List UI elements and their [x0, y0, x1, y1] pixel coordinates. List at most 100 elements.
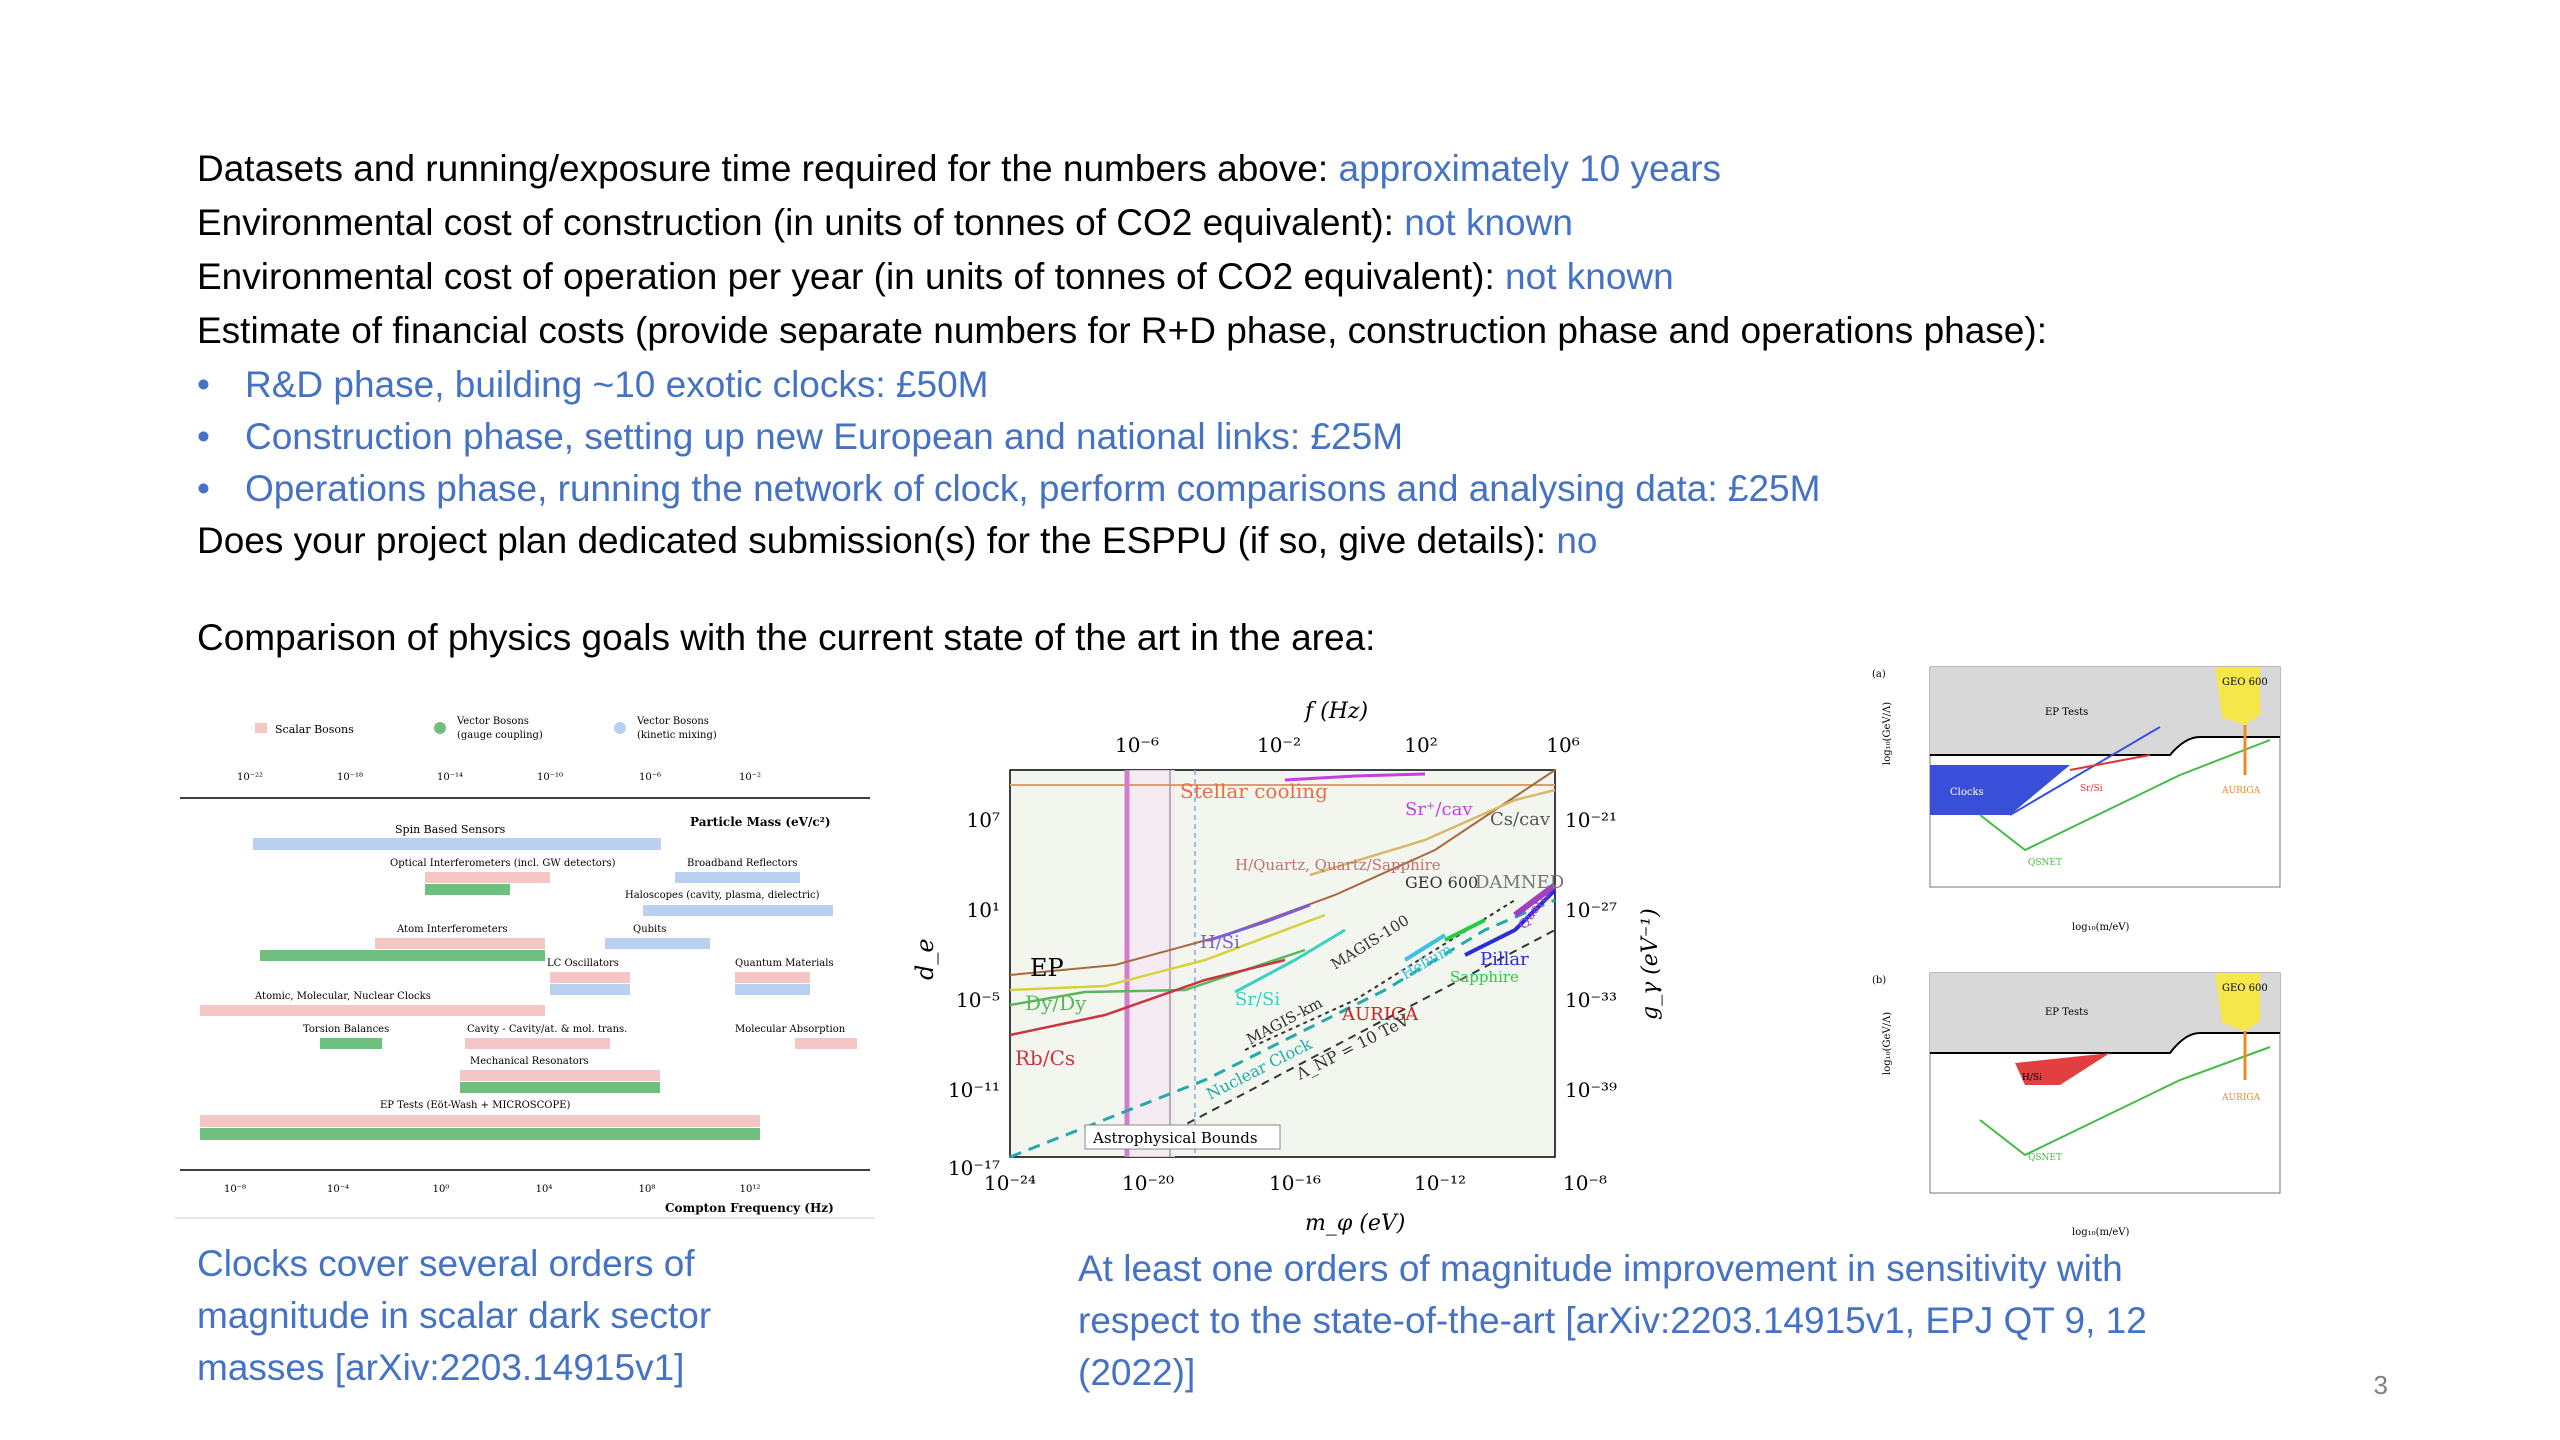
bottom-tick: 10⁻⁸ — [1563, 1171, 1607, 1195]
label-dy-dy: Dy/Dy — [1025, 991, 1087, 1015]
bullet-operations: • Operations phase, running the network o… — [197, 462, 1820, 516]
legend-vector-gauge-sub: (gauge coupling) — [457, 730, 543, 741]
comparison-heading: Comparison of physics goals with the cur… — [197, 617, 1376, 658]
bottom-tick: 10⁻⁴ — [327, 1184, 349, 1195]
env-operation-line: Environmental cost of operation per year… — [197, 250, 1674, 304]
legend-scalar: Scalar Bosons — [275, 723, 354, 736]
label-qsnet-b: QSNET — [2028, 1153, 2062, 1163]
left-caption: Clocks cover several orders of magnitude… — [197, 1238, 711, 1394]
stellar-cooling-label: Stellar cooling — [1180, 779, 1328, 803]
top-tick: 10⁻¹⁸ — [337, 772, 363, 783]
top-axis-ticks: 10⁻²² 10⁻¹⁸ 10⁻¹⁴ 10⁻¹⁰ 10⁻⁶ 10⁻² — [237, 772, 761, 783]
label-h-si-b: H/Si — [2022, 1073, 2042, 1083]
top-axis-ticks: 10⁻⁶ 10⁻² 10² 10⁶ — [1115, 733, 1580, 757]
bottom-tick: 10⁻¹⁶ — [1269, 1171, 1321, 1195]
bottom-tick: 10⁻¹² — [1414, 1171, 1466, 1195]
label-auriga: AURIGA — [1341, 1004, 1419, 1025]
right-tick: 10⁻²⁷ — [1565, 898, 1617, 922]
bar-label: Atom Interferometers — [396, 924, 508, 935]
bullet-construction: • Construction phase, setting up new Euro… — [197, 410, 1403, 464]
top-axis-title: Particle Mass (eV/c²) — [690, 815, 831, 829]
bar-label: Atomic, Molecular, Nuclear Clocks — [254, 991, 431, 1002]
caption-line: At least one orders of magnitude improve… — [1078, 1248, 2123, 1289]
env-construction-line: Environmental cost of construction (in u… — [197, 196, 1573, 250]
right-axis-ticks: 10⁻²¹ 10⁻²⁷ 10⁻³³ 10⁻³⁹ — [1565, 808, 1617, 1102]
label-h-si: H/Si — [1200, 932, 1240, 953]
panel-a-label: (a) — [1872, 669, 1886, 680]
financial-line: Estimate of financial costs (provide sep… — [197, 304, 2047, 358]
slide-number: 3 — [2373, 1370, 2388, 1400]
bar-label: Cavity - Cavity/at. & mol. trans. — [467, 1024, 627, 1035]
legend-vector-kinetic-swatch — [614, 722, 626, 734]
label-damned: DAMNED — [1475, 872, 1564, 893]
x-axis-label-a: log₁₀(m/eV) — [2072, 922, 2130, 933]
caption-line: magnitude in scalar dark sector — [197, 1295, 712, 1336]
left-tick: 10⁷ — [967, 808, 1000, 832]
esppu-line: Does your project plan dedicated submiss… — [197, 514, 1598, 568]
label-qsnet-a: QSNET — [2028, 858, 2062, 868]
left-tick: 10⁻⁵ — [956, 988, 1000, 1012]
legend-vector-gauge: Vector Bosons — [456, 716, 529, 727]
label-cs-cav: Cs/cav — [1490, 809, 1551, 830]
esppu-label: Does your project plan dedicated submiss… — [197, 520, 1547, 561]
right-tick: 10⁻³⁹ — [1565, 1078, 1617, 1102]
label-auriga-a: AURIGA — [2221, 786, 2261, 796]
bottom-axis-ticks: 10⁻²⁴ 10⁻²⁰ 10⁻¹⁶ 10⁻¹² 10⁻⁸ — [984, 1171, 1607, 1195]
mass-range-figure: Scalar Bosons Vector Bosons (gauge coupl… — [175, 716, 875, 1219]
env-operation-label: Environmental cost of operation per year… — [197, 256, 1495, 297]
label-pillar: Pillar — [1480, 949, 1529, 970]
label-sr-si: Sr/Si — [1235, 989, 1280, 1010]
label-geo600-a: GEO 600 — [2222, 677, 2268, 688]
bar-label: LC Oscillators — [547, 958, 619, 969]
caption-line: respect to the state-of-the-art [arXiv:2… — [1078, 1300, 2147, 1341]
astro-bounds-box — [1084, 1124, 1281, 1150]
top-tick: 10⁻¹⁰ — [537, 772, 563, 783]
bullet-rd-text: R&D phase, building ~10 exotic clocks: £… — [245, 364, 989, 405]
caption-line: masses [arXiv:2203.14915v1] — [197, 1347, 685, 1388]
env-operation-value: not known — [1505, 256, 1674, 297]
label-quartz: H/Quartz, Quartz/Sapphire — [1235, 856, 1441, 874]
top-tick: 10² — [1404, 733, 1437, 757]
bullet-construction-text: Construction phase, setting up new Europ… — [245, 416, 1404, 457]
legend-vector-kinetic: Vector Bosons — [636, 716, 709, 727]
top-tick: 10⁻¹⁴ — [437, 772, 463, 783]
env-construction-value: not known — [1404, 202, 1573, 243]
y-axis-label-b: log₁₀(GeV/Λ) — [1882, 1012, 1893, 1075]
panel-b-label: (b) — [1872, 975, 1886, 986]
caption-line: Clocks cover several orders of — [197, 1243, 695, 1284]
dataset-label: Datasets and running/exposure time requi… — [197, 148, 1329, 189]
bottom-tick: 10⁰ — [433, 1184, 450, 1195]
bar-label: Spin Based Sensors — [395, 823, 506, 836]
bottom-axis-label: m_φ (eV) — [1305, 1211, 1405, 1236]
bottom-tick: 10⁻²⁰ — [1122, 1171, 1174, 1195]
bar-label: Mechanical Resonators — [470, 1056, 589, 1067]
bullet-dot-icon: • — [197, 468, 210, 509]
bar-label: Optical Interferometers (incl. GW detect… — [390, 858, 616, 869]
top-tick: 10⁻² — [1257, 733, 1301, 757]
bar-label: Qubits — [633, 924, 666, 935]
bar-label: EP Tests (Eöt-Wash + MICROSCOPE) — [380, 1100, 571, 1111]
bottom-axis-ticks: 10⁻⁸ 10⁻⁴ 10⁰ 10⁴ 10⁸ 10¹² — [224, 1184, 760, 1195]
legend-scalar-swatch — [255, 723, 267, 733]
label-rb-cs: Rb/Cs — [1015, 1046, 1075, 1070]
plot-area — [1009, 769, 1556, 1158]
left-tick: 10⁻¹¹ — [948, 1078, 1000, 1102]
esppu-value: no — [1556, 520, 1598, 561]
bottom-tick: 10⁻²⁴ — [984, 1171, 1036, 1195]
caption-line: (2022)] — [1078, 1352, 1196, 1393]
right-axis-label: g_γ (eV⁻¹) — [1638, 908, 1663, 1020]
bar-label: Torsion Balances — [303, 1024, 389, 1035]
label-auriga-b: AURIGA — [2221, 1093, 2261, 1103]
legend-vector-kinetic-sub: (kinetic mixing) — [637, 730, 717, 741]
middle-caption: At least one orders of magnitude improve… — [1078, 1243, 2147, 1399]
top-tick: 10⁻² — [739, 772, 761, 783]
label-geo600: GEO 600 — [1405, 873, 1478, 892]
x-axis-label-b: log₁₀(m/eV) — [2072, 1227, 2130, 1238]
bar-label: Quantum Materials — [735, 958, 834, 969]
env-construction-label: Environmental cost of construction (in u… — [197, 202, 1394, 243]
label-ep-tests-a: EP Tests — [2045, 707, 2088, 718]
right-tick: 10⁻³³ — [1565, 988, 1617, 1012]
top-tick: 10⁶ — [1546, 733, 1579, 757]
bullet-dot-icon: • — [197, 416, 210, 457]
ep-tests-figure: (a) EP Tests Clocks Sr/Si QSNET GEO 600 … — [1872, 666, 2281, 1238]
